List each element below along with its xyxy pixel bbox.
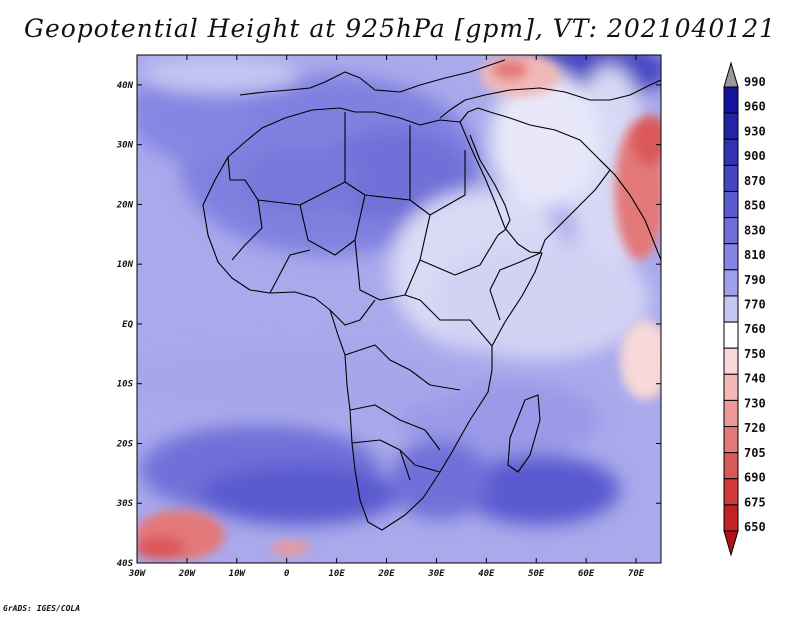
colorbar-level-label: 675 <box>744 495 766 509</box>
lon-tick-label: 50E <box>528 569 545 579</box>
colorbar-swatch <box>723 347 739 375</box>
colorbar-top-arrow <box>723 61 739 88</box>
colorbar-level-label: 690 <box>744 471 766 485</box>
colorbar-swatch <box>723 190 739 219</box>
colorbar-level-label: 870 <box>744 174 766 188</box>
lat-tick-label: 30N <box>116 141 134 151</box>
colorbar-swatch <box>723 269 739 297</box>
colorbar-bottom-arrow <box>723 530 739 557</box>
colorbar-swatch <box>723 373 739 401</box>
colorbar-level-label: 930 <box>744 124 766 138</box>
lat-tick-label: 40N <box>117 81 134 91</box>
lat-tick-label: EQ <box>122 320 133 330</box>
colorbar-swatch <box>723 86 739 114</box>
colorbar-level-label: 650 <box>744 520 766 534</box>
colorbar-swatch <box>723 112 739 140</box>
colorbar-swatch <box>723 217 739 245</box>
coastlines-and-borders <box>202 59 661 531</box>
colorbar-swatch <box>723 478 739 506</box>
colorbar-level-label: 960 <box>744 100 766 114</box>
colorbar-level-label: 760 <box>744 322 766 336</box>
colorbar-level-label: 810 <box>744 248 766 262</box>
lon-tick-label: 70E <box>628 569 645 579</box>
colorbar-swatch <box>723 426 739 454</box>
colorbar: 990 960 930 900 870 850 830 810 790 770 760 750 740 7… <box>723 61 766 557</box>
colorbar-level-label: 830 <box>744 223 766 237</box>
grads-credit: GrADS: IGES/COLA <box>3 604 81 613</box>
lat-tick-label: 20N <box>116 200 134 210</box>
colorbar-level-label: 900 <box>744 149 766 163</box>
map-title: Geopotential Height at 925hPa [gpm], VT:… <box>23 14 777 43</box>
colorbar-swatch <box>723 504 739 532</box>
lon-tick-label: 10E <box>328 569 345 579</box>
colorbar-level-label: 705 <box>744 446 766 460</box>
colorbar-swatch <box>723 243 739 271</box>
geopotential-height-field <box>137 55 661 563</box>
lon-tick-label: 20W <box>178 569 197 579</box>
lon-tick-label: 20E <box>377 569 395 579</box>
colorbar-level-label: 740 <box>744 372 766 386</box>
colorbar-swatch <box>723 164 739 192</box>
colorbar-level-label: 770 <box>744 298 766 312</box>
colorbar-swatch <box>723 399 739 428</box>
colorbar-swatch <box>723 452 739 480</box>
lon-tick-label: 10W <box>229 569 247 579</box>
lat-tick-label: 30S <box>116 499 134 509</box>
lon-tick-label: 40E <box>478 569 495 579</box>
colorbar-level-label: 990 <box>744 75 766 89</box>
lon-tick-label: 60E <box>578 569 595 579</box>
colorbar-level-label: 720 <box>744 421 766 435</box>
colorbar-level-label: 730 <box>744 396 766 410</box>
lon-tick-label: 30E <box>427 569 445 579</box>
colorbar-level-label: 790 <box>744 273 766 287</box>
lon-tick-label: 0 <box>284 569 290 579</box>
colorbar-swatch <box>723 321 739 349</box>
lat-tick-label: 20S <box>116 439 134 449</box>
lon-tick-label: 30W <box>128 569 147 579</box>
map-axis-ticks: 30W 20W 10W 0 10E 20E 30E 40E 50E 60E 70E 40S 30S 20S… <box>116 55 661 579</box>
colorbar-level-label: 850 <box>744 199 766 213</box>
colorbar-level-label: 750 <box>744 347 766 361</box>
lat-tick-label: 10N <box>117 260 134 270</box>
lat-tick-label: 10S <box>117 380 134 390</box>
colorbar-swatch <box>723 138 739 166</box>
colorbar-swatch <box>723 295 739 323</box>
map-frame <box>136 54 662 564</box>
lat-tick-label: 40S <box>117 559 134 569</box>
